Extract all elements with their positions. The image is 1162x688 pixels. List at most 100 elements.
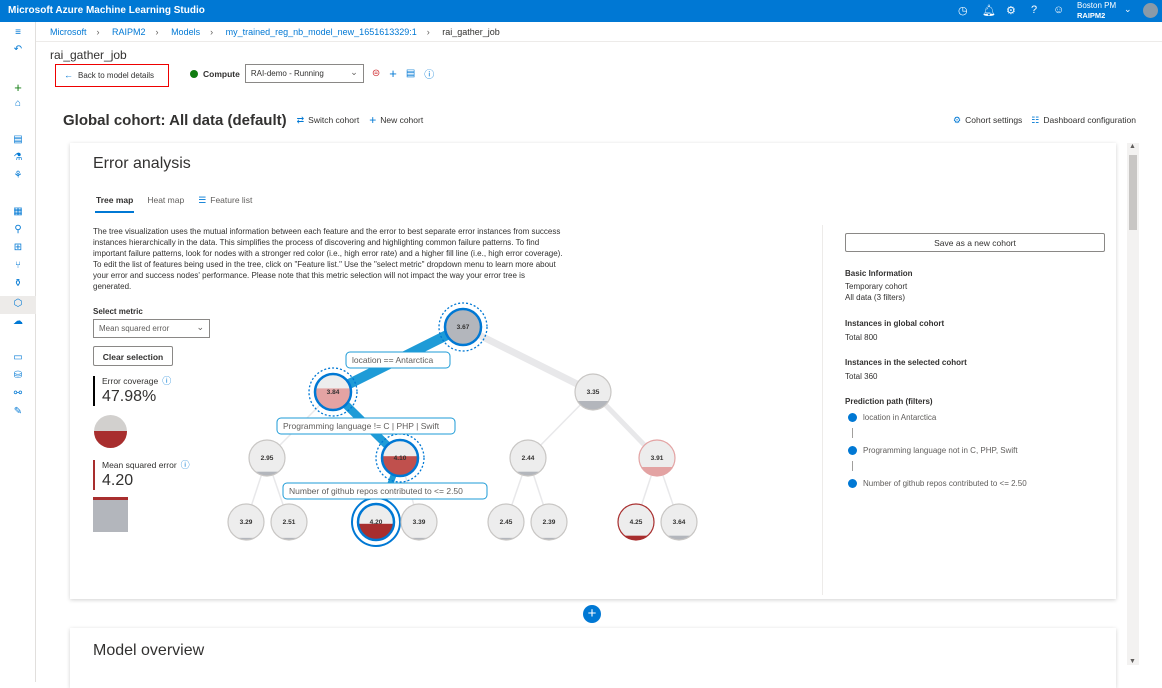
user-name[interactable]: Boston PM <box>1077 1 1117 10</box>
path-item: location in Antarctica <box>863 413 937 422</box>
tab-tree-map[interactable]: Tree map <box>95 195 135 213</box>
back-to-model-details-button[interactable]: ← Back to model details <box>55 64 169 87</box>
avatar[interactable] <box>1143 3 1158 18</box>
clear-selection-button[interactable]: Clear selection <box>93 346 173 366</box>
cohort-title: Global cohort: All data (default) <box>63 111 287 129</box>
switch-cohort-button[interactable]: Switch cohort <box>308 115 360 125</box>
scrollbar-thumb[interactable] <box>1129 155 1137 230</box>
node-value: 2.51 <box>283 519 296 526</box>
plus-icon[interactable]: + <box>14 80 22 95</box>
tree-node-2.51[interactable] <box>271 504 307 540</box>
node-value: 3.39 <box>413 519 426 526</box>
clock-icon[interactable]: ◷ <box>958 5 968 17</box>
basic-info-line: All data (3 filters) <box>845 293 906 302</box>
save-as-new-cohort-button[interactable]: Save as a new cohort <box>845 233 1105 252</box>
select-metric-dropdown[interactable]: Mean squared error ⌄ <box>93 319 210 338</box>
help-icon[interactable]: ? <box>1031 4 1038 16</box>
automl-icon[interactable]: ⚗ <box>13 152 23 163</box>
info-icon[interactable]: ⓘ <box>424 70 435 81</box>
node-border <box>356 502 396 542</box>
tree-node-4.25[interactable] <box>618 504 654 540</box>
breadcrumb-item[interactable]: my_trained_reg_nb_model_new_1651613329:1 <box>225 27 417 37</box>
selection-ring <box>438 302 488 352</box>
bell-icon[interactable]: 🔔︎ <box>982 5 996 17</box>
tab-heat-map[interactable]: Heat map <box>147 195 185 205</box>
cohort-settings-button[interactable]: Cohort settings <box>965 115 1023 125</box>
selection-ring <box>308 367 358 417</box>
chevron-down-icon: ⌄ <box>196 322 204 332</box>
error-coverage-circle <box>94 415 127 448</box>
chevron-down-icon: ⌄ <box>350 67 358 77</box>
models-icon[interactable]: ⬡ <box>13 298 23 309</box>
tree-node-2.44[interactable] <box>510 440 546 476</box>
feedback-smiley-icon[interactable]: ☺ <box>1053 4 1065 16</box>
notebook-icon[interactable]: ▤ <box>13 134 23 145</box>
tree-node-3.29[interactable] <box>228 504 264 540</box>
edit-compute-icon[interactable]: ▤ <box>405 68 416 79</box>
node-fill <box>315 388 351 410</box>
tree-node-2.45[interactable] <box>488 504 524 540</box>
compute-dropdown[interactable]: RAI-demo - Running ⌄ <box>244 64 364 83</box>
node-fill <box>488 537 524 540</box>
gear-icon[interactable]: ⚙ <box>1006 5 1016 17</box>
hamburger-icon[interactable]: ≡ <box>15 27 21 38</box>
endpoints-icon[interactable]: ☁ <box>13 316 23 327</box>
compute-icon[interactable]: ▭ <box>13 352 23 363</box>
split-condition-box <box>282 482 488 500</box>
scroll-down-icon[interactable]: ▼ <box>1129 658 1136 665</box>
metric-header: Mean squared error ⓘ <box>102 459 190 471</box>
pipelines-icon[interactable]: ⊞ <box>13 242 23 253</box>
sidebar-item-models-active[interactable] <box>0 296 36 314</box>
path-dot <box>848 479 857 488</box>
experiments-icon[interactable]: ⚲ <box>14 224 22 235</box>
datasets-icon[interactable]: ▦ <box>13 206 23 217</box>
breadcrumb-item[interactable]: Models <box>171 27 201 37</box>
tree-node-3.64[interactable] <box>661 504 697 540</box>
list-icon: ☰ <box>198 194 207 205</box>
back-icon[interactable]: ↶ <box>13 44 23 55</box>
node-fill <box>639 467 675 476</box>
gear-icon: ⚙ <box>953 114 962 125</box>
tree-node-2.95[interactable] <box>249 440 285 476</box>
metric-label: Mean squared error <box>102 459 177 470</box>
branch-icon[interactable]: ⑂ <box>15 260 21 271</box>
datastore-icon[interactable]: ⛁ <box>13 370 23 381</box>
back-link-label: Back to model details <box>78 71 155 80</box>
node-fill <box>401 537 437 540</box>
divider <box>822 225 823 595</box>
node-border <box>487 503 525 541</box>
plus-icon[interactable]: + <box>389 66 397 81</box>
node-value: 3.91 <box>651 455 664 462</box>
path-connector <box>852 461 853 471</box>
new-cohort-button[interactable]: New cohort <box>380 115 424 125</box>
breadcrumb-item[interactable]: Microsoft <box>50 27 87 37</box>
global-cohort-title: Instances in global cohort <box>845 319 945 328</box>
environments-icon[interactable]: ⚱ <box>13 278 23 289</box>
info-icon[interactable]: ⓘ <box>180 460 190 470</box>
tree-node-3.39[interactable] <box>401 504 437 540</box>
designer-icon[interactable]: ⚘ <box>13 170 23 181</box>
tab-feature-list[interactable]: ☰ Feature list <box>198 195 252 206</box>
node-fill <box>531 537 567 540</box>
app-title[interactable]: Microsoft Azure Machine Learning Studio <box>8 5 205 16</box>
add-component-button[interactable]: + <box>583 605 601 623</box>
node-border <box>617 503 655 541</box>
dashboard-configuration-button[interactable]: Dashboard configuration <box>1043 115 1136 125</box>
home-icon[interactable]: ⌂ <box>14 98 22 109</box>
node-border <box>227 503 265 541</box>
info-icon[interactable]: ⓘ <box>162 376 172 386</box>
split-condition-box <box>345 351 451 369</box>
chevron-down-icon[interactable]: ⌄ <box>1124 4 1132 14</box>
breadcrumb-item[interactable]: RAIPM2 <box>112 27 146 37</box>
node-value: 3.35 <box>587 389 600 396</box>
coverage-bar <box>93 376 95 406</box>
workspace-name[interactable]: RAIPM2 <box>1077 11 1106 20</box>
tree-node-2.39[interactable] <box>531 504 567 540</box>
scrollbar[interactable]: ▲ ▼ <box>1127 143 1139 665</box>
stop-icon[interactable]: ⊜ <box>371 68 381 79</box>
scroll-up-icon[interactable]: ▲ <box>1129 143 1136 150</box>
labeling-icon[interactable]: ✎ <box>13 406 23 417</box>
compute-dropdown-value: RAI-demo - Running <box>250 69 324 78</box>
linked-services-icon[interactable]: ⚯ <box>13 388 23 399</box>
node-fill <box>618 535 654 540</box>
